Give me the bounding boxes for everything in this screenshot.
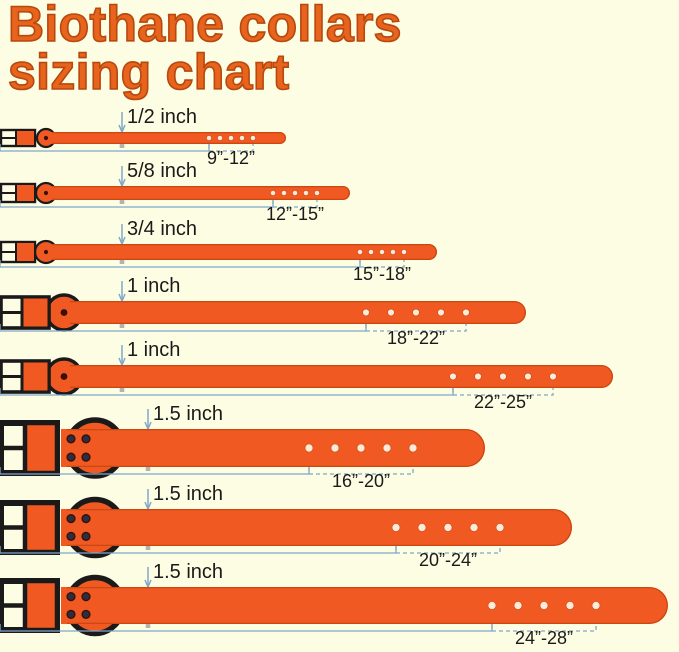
svg-text:24”-28”: 24”-28” [515,628,573,648]
svg-text:1.5 inch: 1.5 inch [153,561,223,583]
